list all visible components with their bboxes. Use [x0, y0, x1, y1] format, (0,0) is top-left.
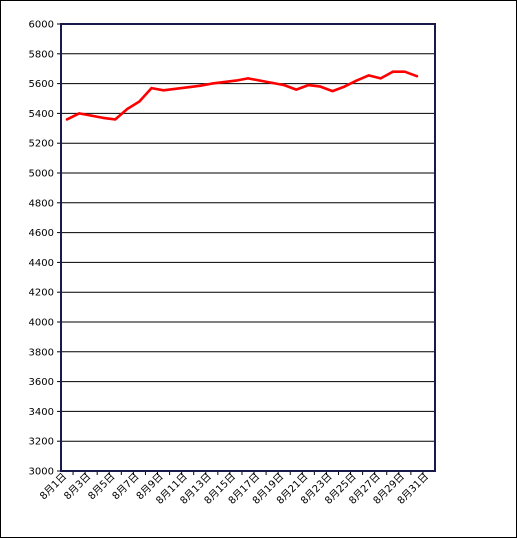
data-point [282, 83, 286, 87]
data-point [222, 80, 226, 84]
y-tick-label: 4600 [29, 228, 54, 239]
data-point [331, 89, 334, 93]
data-point [379, 77, 382, 80]
y-tick-label: 5400 [29, 109, 54, 120]
data-point [102, 116, 105, 120]
data-point [150, 86, 153, 90]
data-point [138, 100, 141, 103]
y-tick-label: 4200 [29, 288, 54, 299]
y-tick-label: 3400 [29, 407, 54, 418]
y-tick-label: 3800 [29, 347, 54, 358]
data-point [270, 81, 274, 85]
data-point [258, 79, 262, 82]
data-point [415, 74, 419, 78]
data-point [77, 112, 81, 115]
data-point [114, 118, 117, 121]
data-point [174, 87, 177, 91]
data-point [186, 86, 189, 89]
data-point [65, 118, 69, 121]
data-point [343, 85, 346, 88]
grid-lines [61, 23, 435, 472]
data-point [295, 88, 298, 91]
y-axis-ticks: 3000 3200 3400 3600 3800 4000 4200 4400 4600 4800… [29, 20, 61, 478]
data-point [355, 79, 358, 82]
plot-area-border [60, 23, 436, 472]
data-point [89, 114, 93, 117]
data-point [307, 83, 310, 87]
y-tick-label: 6000 [29, 20, 54, 31]
y-tick-label: 3200 [29, 437, 54, 448]
data-point [246, 77, 250, 80]
y-tick-label: 5000 [29, 169, 54, 180]
data-point [198, 84, 201, 88]
data-point [367, 74, 370, 77]
y-tick-label: 5600 [29, 79, 54, 90]
data-point [234, 79, 238, 82]
y-tick-label: 5200 [29, 139, 54, 150]
series-line-0 [65, 70, 419, 121]
y-tick-label: 4400 [29, 258, 54, 269]
data-point [210, 82, 214, 85]
data-point [391, 70, 394, 73]
data-point [162, 89, 165, 92]
y-tick-label: 4800 [29, 198, 54, 209]
data-point [126, 107, 129, 111]
data-point [403, 70, 407, 73]
x-axis-ticks: 8月1日8月3日8月5日8月7日8月9日8月11日8月13日8月15日8月17日… [38, 471, 432, 507]
data-point [319, 85, 322, 88]
y-tick-label: 3600 [29, 377, 54, 388]
y-tick-label: 5800 [29, 49, 54, 60]
series-layer [65, 70, 419, 121]
y-tick-label: 4000 [29, 318, 54, 329]
y-tick-label: 3000 [29, 467, 54, 478]
